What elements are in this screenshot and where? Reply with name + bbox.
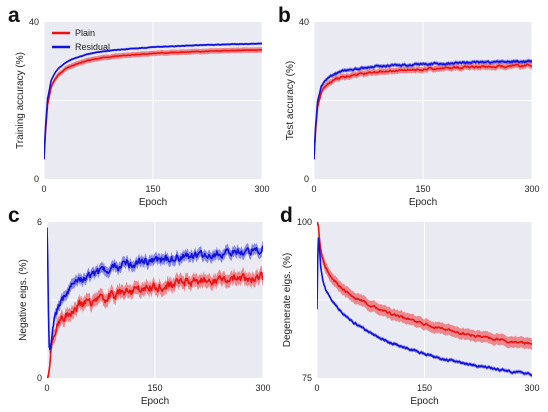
x-tick-label: 150 (415, 184, 430, 194)
y-tick-label: 75 (302, 373, 312, 383)
y-tick-label: 0 (304, 174, 309, 184)
x-tick-label: 300 (254, 184, 269, 194)
x-tick-label: 0 (44, 383, 49, 393)
panel-letter: c (8, 204, 20, 227)
series-line-plain (314, 63, 532, 160)
y-tick-label: 40 (299, 17, 309, 27)
series-layer (314, 58, 532, 161)
x-tick-label: 300 (524, 184, 539, 194)
panel-letter: b (278, 4, 291, 27)
series-line-residual (47, 227, 263, 351)
panel-d: 0 150 300 75 100 Epoch Degenerate eigs. (%) d (280, 204, 540, 407)
x-tick-label: 150 (145, 184, 160, 194)
series-line-plain (44, 48, 262, 160)
series-layer (47, 226, 263, 378)
x-tick-label: 300 (524, 383, 539, 393)
series-layer (317, 222, 532, 378)
x-tick-label: 0 (311, 184, 316, 194)
x-tick-label: 150 (417, 383, 432, 393)
y-axis-label: Negative eigs. (%) (18, 259, 29, 341)
x-tick-label: 0 (41, 184, 46, 194)
y-tick-label: 40 (29, 17, 39, 27)
panel-letter: d (280, 204, 293, 227)
y-tick-label: 0 (34, 174, 39, 184)
x-tick-label: 300 (255, 383, 270, 393)
panel-b: 0 150 300 0 40 Epoch Test accuracy (%) b (278, 4, 540, 208)
x-axis-label: Epoch (410, 396, 438, 407)
x-axis-label: Epoch (409, 197, 437, 208)
panel-a: 0 150 300 0 40 Epoch Training accuracy (%) a Pla… (8, 4, 270, 208)
y-axis-label: Test accuracy (%) (285, 61, 296, 140)
x-tick-label: 0 (314, 383, 319, 393)
series-line-residual (314, 59, 532, 160)
y-tick-label: 100 (297, 217, 312, 227)
series-line-plain (47, 271, 263, 378)
panel-c: 0 150 300 0 6 Epoch Negative eigs. (%) c (8, 204, 271, 407)
series-layer (44, 42, 262, 160)
y-tick-label: 0 (37, 373, 42, 383)
legend: Plain Residual (52, 28, 110, 52)
series-band-residual (47, 226, 263, 355)
y-tick-label: 6 (37, 217, 42, 227)
x-axis-label: Epoch (139, 197, 167, 208)
x-tick-label: 150 (147, 383, 162, 393)
legend-label-plain: Plain (75, 28, 95, 38)
legend-label-residual: Residual (75, 42, 110, 52)
series-line-plain (317, 222, 532, 346)
y-axis-label: Degenerate eigs. (%) (282, 253, 293, 348)
y-axis-label: Training accuracy (%) (15, 52, 26, 149)
x-axis-label: Epoch (141, 396, 169, 407)
series-line-residual (317, 237, 532, 377)
series-line-residual (44, 42, 262, 160)
panel-letter: a (8, 4, 20, 27)
